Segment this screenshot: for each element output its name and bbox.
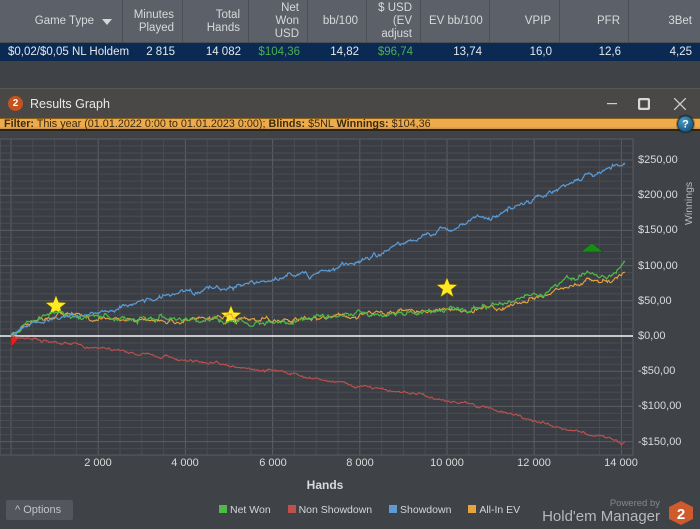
svg-text:2: 2 bbox=[677, 506, 685, 523]
